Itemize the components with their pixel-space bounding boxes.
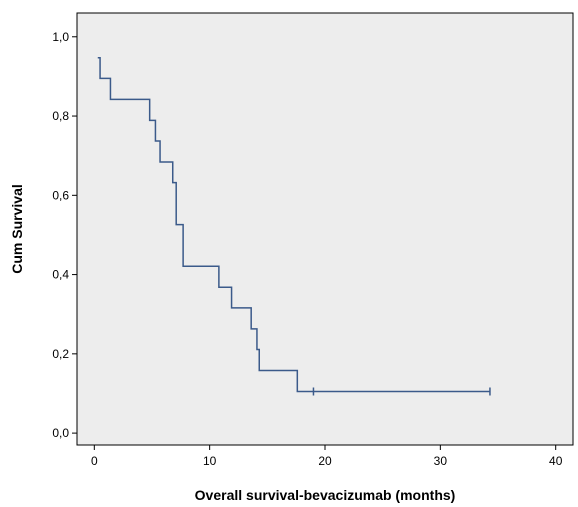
plot-area (76, 12, 574, 446)
y-axis: 0,0 0,2 0,4 0,6 0,8 1,0 (52, 30, 77, 440)
y-tick-label: 1,0 (52, 30, 69, 44)
x-axis: 0 10 20 30 40 (91, 445, 563, 468)
y-axis-title: Cum Survival (9, 184, 25, 273)
x-tick-label: 20 (318, 454, 332, 468)
y-tick-label: 0,8 (52, 109, 69, 123)
y-tick-label: 0,6 (52, 188, 69, 202)
y-tick-label: 0,4 (52, 268, 69, 282)
y-tick-label: 0,2 (52, 347, 69, 361)
x-tick-label: 0 (91, 454, 98, 468)
x-tick-label: 40 (549, 454, 563, 468)
survival-step-line (97, 57, 490, 393)
x-axis-title: Overall survival-bevacizumab (months) (195, 487, 456, 503)
y-tick-label: 0,0 (52, 426, 69, 440)
x-tick-label: 30 (434, 454, 448, 468)
series-layer (97, 57, 491, 396)
x-tick-label: 10 (203, 454, 217, 468)
